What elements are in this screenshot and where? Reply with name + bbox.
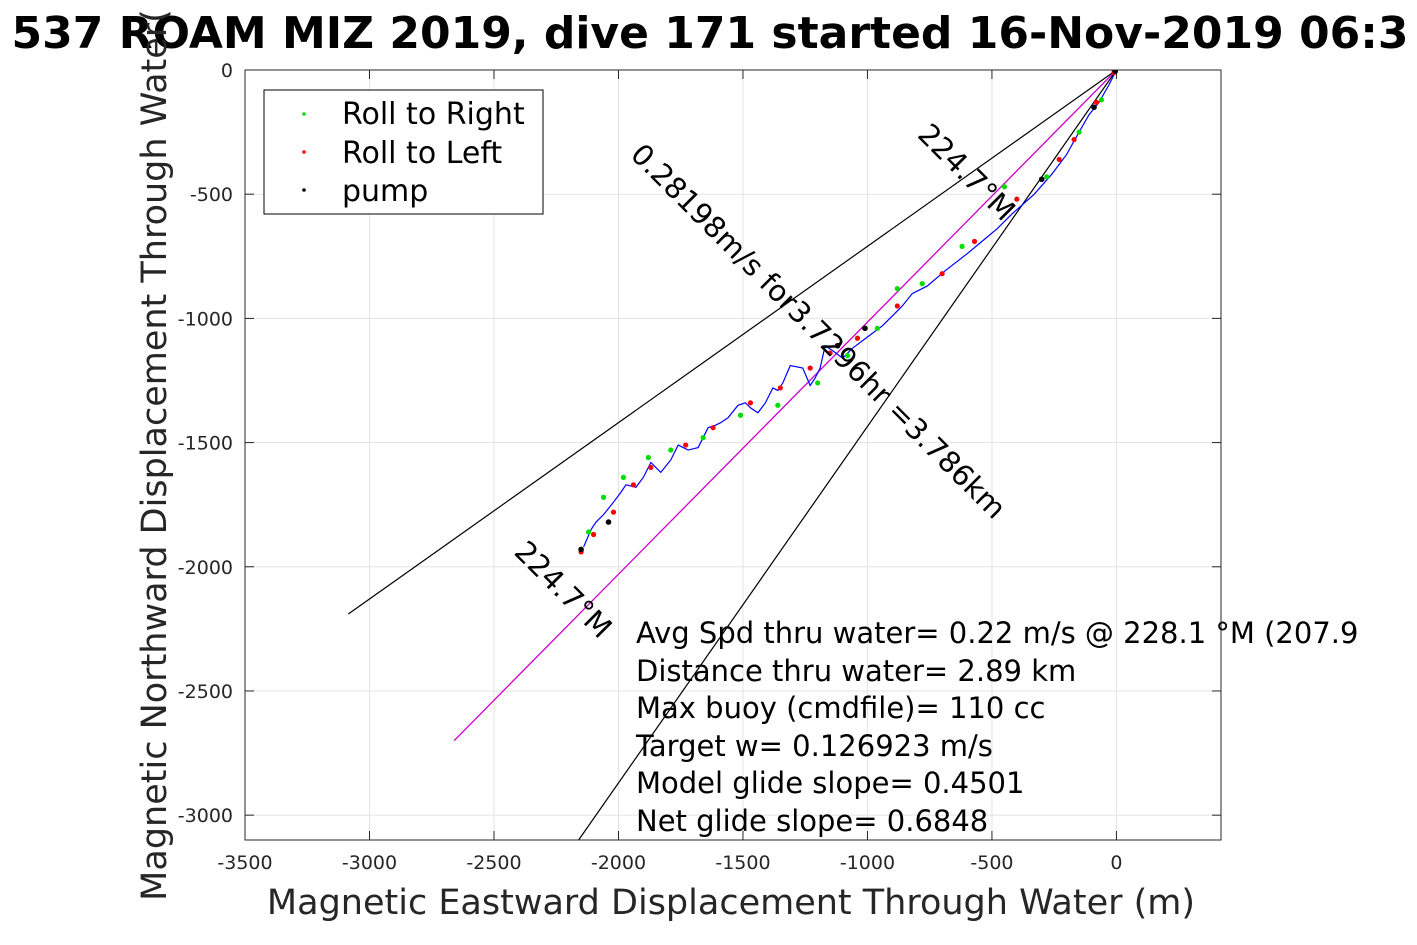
- roll-left-point: [1093, 99, 1100, 105]
- roll-right-point: [668, 447, 674, 453]
- pump-point: [834, 342, 841, 349]
- x-tick-labels: -3500 -3000 -2500 -2000 -1500 -1000 -500 0: [217, 852, 1122, 874]
- x-tick-label: -2000: [591, 852, 646, 874]
- roll-left-point: [807, 365, 813, 371]
- cone-lines: [347, 70, 1117, 840]
- stat-max-buoy: Max buoy (cmdfile)= 110 cc: [636, 691, 1045, 725]
- y-tick-label: -2500: [178, 681, 233, 703]
- roll-right-point: [620, 474, 627, 480]
- y-tick-label: -2000: [178, 557, 233, 579]
- roll-left-point: [1071, 136, 1077, 143]
- stat-net-glide: Net glide slope= 0.6848: [636, 804, 988, 838]
- x-tick-label: -3500: [217, 852, 272, 874]
- legend-box: [263, 89, 544, 215]
- stat-avg-speed: Avg Spd thru water= 0.22 m/s @ 228.1 °M …: [636, 616, 1358, 650]
- roll-left-point: [827, 350, 833, 356]
- y-tick-label: -1500: [178, 433, 233, 455]
- roll-right-point: [737, 412, 744, 418]
- x-tick-label: -1000: [840, 852, 895, 874]
- pump-point: [1091, 104, 1097, 111]
- roll-right-point: [1076, 129, 1082, 135]
- roll-left-point: [1014, 196, 1020, 202]
- roll-left-point: [683, 442, 689, 448]
- roll-left-point: [939, 271, 945, 277]
- roll-right-point: [815, 380, 821, 386]
- roll-right-point: [600, 494, 607, 500]
- y-tick-label: -3000: [178, 805, 233, 827]
- legend-swatch-roll-right: [302, 112, 306, 116]
- roll-left-point: [630, 482, 637, 488]
- y-tick-label: -500: [190, 184, 233, 206]
- roll-right-point: [959, 243, 965, 249]
- roll-left-point: [648, 464, 654, 471]
- x-tick-label: -500: [970, 852, 1013, 874]
- roll-right-point: [1098, 97, 1105, 103]
- y-tick-labels: 0 -500 -1000 -1500 -2000 -2500 -3000: [178, 60, 233, 827]
- x-tick-label: -1500: [715, 852, 770, 874]
- roll-left-point: [710, 425, 716, 431]
- pump-point: [862, 325, 868, 332]
- heading-line: [453, 70, 1117, 742]
- pump-point: [1112, 70, 1118, 75]
- legend-label-roll-right: Roll to Right: [342, 97, 525, 132]
- roll-left-point: [854, 335, 861, 341]
- roll-right-point: [775, 402, 781, 408]
- legend-swatch-roll-left: [302, 150, 306, 154]
- legend-label-pump: pump: [342, 174, 428, 209]
- y-tick-label: -1000: [178, 308, 233, 330]
- pump-point: [605, 519, 612, 525]
- legend-label-roll-left: Roll to Left: [342, 136, 502, 171]
- stat-model-glide: Model glide slope= 0.4501: [636, 766, 1024, 800]
- marker-layer: [578, 70, 1118, 555]
- roll-right-point: [585, 529, 592, 535]
- roll-left-point: [1056, 156, 1062, 163]
- pump-point: [1038, 176, 1045, 183]
- roll-right-point: [700, 435, 706, 441]
- legend-swatch-pump: [302, 188, 306, 192]
- stat-target-w: Target w= 0.126923 m/s: [635, 729, 993, 763]
- roll-left-point: [590, 531, 597, 538]
- roll-left-point: [971, 238, 978, 244]
- roll-left-point: [777, 385, 783, 391]
- roll-right-point: [1001, 184, 1007, 190]
- y-axis-label: Magnetic Northward Displacement Through …: [135, 9, 175, 901]
- roll-left-point: [610, 509, 617, 515]
- y-tick-label: 0: [221, 60, 233, 82]
- plot-frame: [244, 69, 1222, 841]
- roll-right-point: [894, 285, 900, 292]
- roll-right-point: [919, 281, 925, 287]
- x-tick-label: -2500: [466, 852, 521, 874]
- legend: Roll to Right Roll to Left pump: [263, 89, 544, 215]
- roll-right-point: [1044, 174, 1050, 180]
- cone-line: [347, 70, 1117, 615]
- roll-left-point: [747, 400, 754, 406]
- stat-distance: Distance thru water= 2.89 km: [636, 654, 1076, 688]
- roll-left-point: [894, 303, 900, 309]
- roll-right-point: [874, 325, 881, 331]
- chart-title: 537 ROAM MIZ 2019, dive 171 started 16-N…: [12, 8, 1409, 59]
- pump-point: [578, 546, 584, 553]
- x-tick-label: -3000: [342, 852, 397, 874]
- stats-block: Avg Spd thru water= 0.22 m/s @ 228.1 °M …: [635, 616, 1358, 838]
- track-line: [583, 70, 1117, 548]
- x-axis-label: Magnetic Eastward Displacement Through W…: [267, 883, 1195, 923]
- tick-marks: [244, 69, 1221, 840]
- roll-right-point: [645, 454, 651, 461]
- cone-line: [578, 70, 1117, 840]
- x-tick-label: 0: [1110, 852, 1122, 874]
- roll-right-point: [844, 353, 851, 359]
